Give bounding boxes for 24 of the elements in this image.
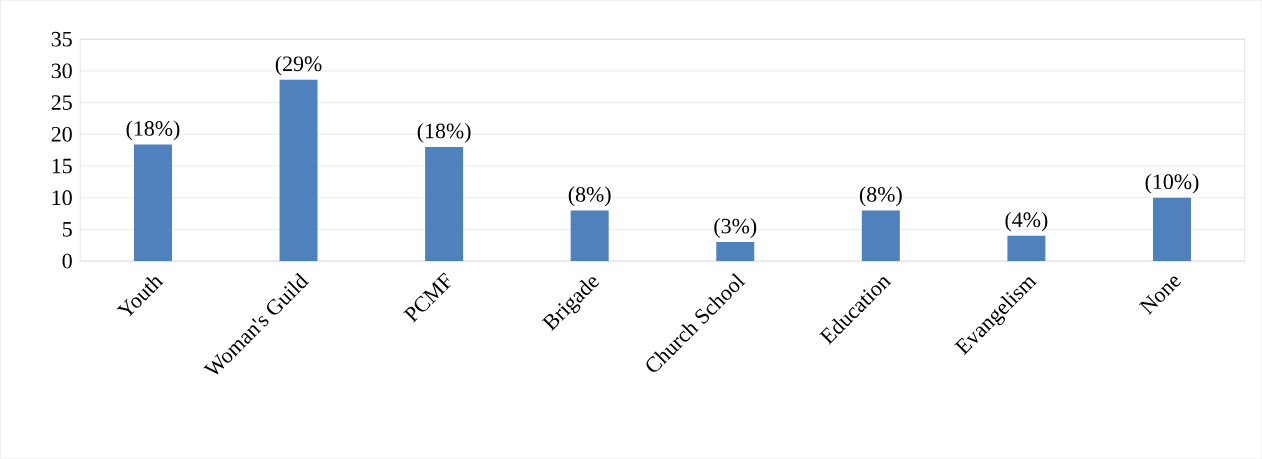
y-tick-label: 15 [52, 158, 72, 174]
bar [1007, 235, 1046, 261]
bar [279, 79, 318, 261]
bar [133, 144, 172, 261]
y-tick-label: 5 [63, 222, 72, 237]
data-label: (8%) [568, 186, 611, 207]
y-tick-label: 25 [51, 95, 72, 110]
bar [716, 241, 755, 261]
y-tick-label: 35 [51, 31, 72, 47]
data-label: (3%) [714, 217, 757, 238]
bar [861, 210, 900, 261]
data-label: (4%) [1005, 211, 1048, 232]
data-label: (18%) [417, 122, 471, 143]
bar [570, 210, 609, 261]
y-tick-label: 0 [62, 253, 72, 269]
bar [1152, 197, 1191, 261]
data-label: (18%) [126, 120, 180, 141]
data-label: (29% [275, 55, 322, 76]
data-label: (10%) [1145, 173, 1199, 194]
y-tick-label: 10 [52, 190, 72, 205]
bar [425, 146, 464, 261]
data-label: (8%) [859, 186, 902, 207]
y-tick-label: 20 [51, 126, 72, 142]
y-tick-label: 30 [51, 63, 72, 79]
